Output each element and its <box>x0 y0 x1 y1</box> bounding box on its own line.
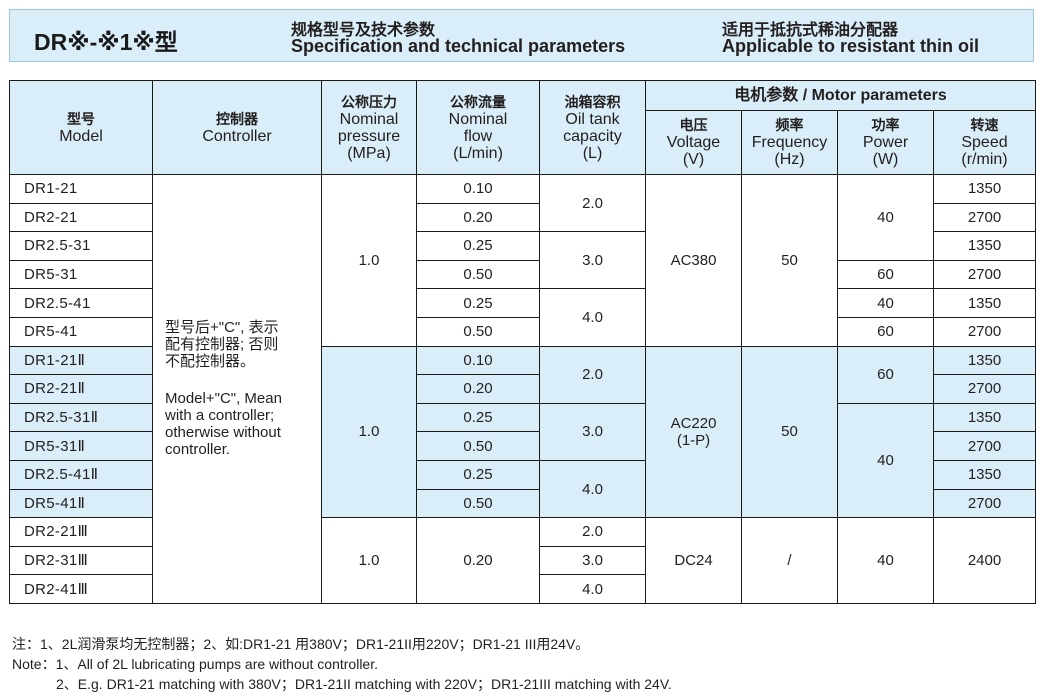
flow-cell: 0.50 <box>416 259 540 290</box>
model-cell: DR2-41Ⅲ <box>9 574 153 604</box>
voltage-cell: DC24 <box>645 517 742 604</box>
tank-cell: 4.0 <box>539 288 646 347</box>
header-power: 功率 Power (W) <box>837 110 934 175</box>
speed-cell: 1350 <box>933 231 1036 261</box>
pressure-cell: 1.0 <box>321 517 417 604</box>
speed-cell: 2700 <box>933 202 1036 233</box>
speed-cell: 2700 <box>933 259 1036 290</box>
power-cell: 60 <box>837 316 934 347</box>
model-cell: DR2-21 <box>9 202 153 233</box>
flow-cell: 0.50 <box>416 488 540 519</box>
tank-cell: 2.0 <box>539 517 646 547</box>
voltage-cell: AC380 <box>645 174 742 347</box>
speed-cell: 1350 <box>933 459 1036 490</box>
speed-cell: 2700 <box>933 316 1036 347</box>
model-cell: DR5-41Ⅱ <box>9 488 153 519</box>
flow-cell: 0.10 <box>416 345 540 376</box>
flow-cell: 0.10 <box>416 174 540 204</box>
flow-cell: 0.50 <box>416 316 540 347</box>
footnotes: 注：1、2L润滑泵均无控制器；2、如:DR1-21 用380V；DR1-21II… <box>12 634 672 694</box>
header-voltage: 电压 Voltage (V) <box>645 110 742 175</box>
tank-cell: 2.0 <box>539 173 646 233</box>
model-cell: DR1-21Ⅱ <box>9 345 153 376</box>
model-cell: DR1-21 <box>9 174 153 204</box>
header-model: 型号 Model <box>9 80 153 175</box>
model-cell: DR5-31 <box>9 259 153 290</box>
model-cell: DR5-31Ⅱ <box>9 431 153 461</box>
header-speed: 转速 Speed (r/min) <box>933 110 1036 175</box>
tank-cell: 2.0 <box>539 345 646 404</box>
pressure-cell: 1.0 <box>321 174 417 347</box>
header-motor-parameters: 电机参数 / Motor parameters <box>645 80 1036 111</box>
header-flow: 公称流量 Nominal flow (L/min) <box>416 80 540 175</box>
flow-cell: 0.20 <box>416 374 540 404</box>
speed-cell: 2700 <box>933 431 1036 461</box>
tank-cell: 4.0 <box>539 574 646 604</box>
flow-cell: 0.25 <box>416 459 540 490</box>
speed-cell: 2700 <box>933 488 1036 519</box>
model-series-title: DR※-※1※型 <box>34 29 178 55</box>
model-cell: DR2.5-41Ⅱ <box>9 459 153 490</box>
title-bar: DR※-※1※型 规格型号及技术参数 Specification and tec… <box>9 9 1034 62</box>
flow-cell: 0.50 <box>416 431 540 461</box>
header-tank: 油箱容积 Oil tank capacity (L) <box>539 80 646 175</box>
header-pressure: 公称压力 Nominal pressure (MPa) <box>321 80 417 175</box>
model-cell: DR2-31Ⅲ <box>9 545 153 576</box>
spec-title-cn: 规格型号及技术参数 <box>291 22 436 39</box>
model-cell: DR5-41 <box>9 316 153 347</box>
power-cell: 60 <box>837 259 934 290</box>
voltage-cell: AC220 (1-P) <box>645 345 742 519</box>
model-cell: DR2.5-31 <box>9 231 153 261</box>
flow-cell: 0.25 <box>416 231 540 261</box>
speed-cell: 1350 <box>933 288 1036 318</box>
speed-cell: 2700 <box>933 374 1036 404</box>
spec-table: 型号 Model 控制器 Controller 公称压力 Nominal pressur… <box>9 80 1036 604</box>
frequency-cell: 50 <box>741 345 838 519</box>
note-cn: 注：1、2L润滑泵均无控制器；2、如:DR1-21 用380V；DR1-21II… <box>12 636 590 652</box>
power-cell: 60 <box>837 345 934 404</box>
controller-note: 型号后+"C", 表示 配有控制器; 否则 不配控制器。 Model+"C", … <box>152 174 322 604</box>
speed-cell: 1350 <box>933 402 1036 433</box>
power-cell: 40 <box>837 174 934 261</box>
power-cell: 40 <box>837 517 934 604</box>
tank-cell: 3.0 <box>539 545 646 576</box>
model-cell: DR2.5-41 <box>9 288 153 318</box>
flow-cell: 0.25 <box>416 288 540 318</box>
header-frequency: 频率 Frequency (Hz) <box>741 110 838 175</box>
power-cell: 40 <box>837 288 934 318</box>
model-cell: DR2-21Ⅲ <box>9 517 153 547</box>
speed-cell: 1350 <box>933 345 1036 376</box>
tank-cell: 3.0 <box>539 402 646 461</box>
speed-cell: 2400 <box>933 517 1036 604</box>
flow-cell: 0.20 <box>416 517 540 604</box>
header-controller: 控制器 Controller <box>152 80 322 175</box>
frequency-cell: / <box>741 517 838 604</box>
tank-cell: 4.0 <box>539 459 646 519</box>
note-en-1: Note：1、All of 2L lubricating pumps are w… <box>12 656 378 672</box>
flow-cell: 0.25 <box>416 402 540 433</box>
frequency-cell: 50 <box>741 174 838 347</box>
spec-title-en: Specification and technical parameters <box>291 36 626 56</box>
tank-cell: 3.0 <box>539 231 646 290</box>
flow-cell: 0.20 <box>416 202 540 233</box>
pressure-cell: 1.0 <box>321 345 417 519</box>
power-cell: 40 <box>837 402 934 519</box>
application-title-cn: 适用于抵抗式稀油分配器 <box>722 22 899 39</box>
application-title-en: Applicable to resistant thin oil <box>722 36 980 56</box>
speed-cell: 1350 <box>933 174 1036 204</box>
note-en-2: 2、E.g. DR1-21 matching with 380V；DR1-21I… <box>56 676 672 692</box>
model-cell: DR2-21Ⅱ <box>9 374 153 404</box>
model-cell: DR2.5-31Ⅱ <box>9 402 153 433</box>
